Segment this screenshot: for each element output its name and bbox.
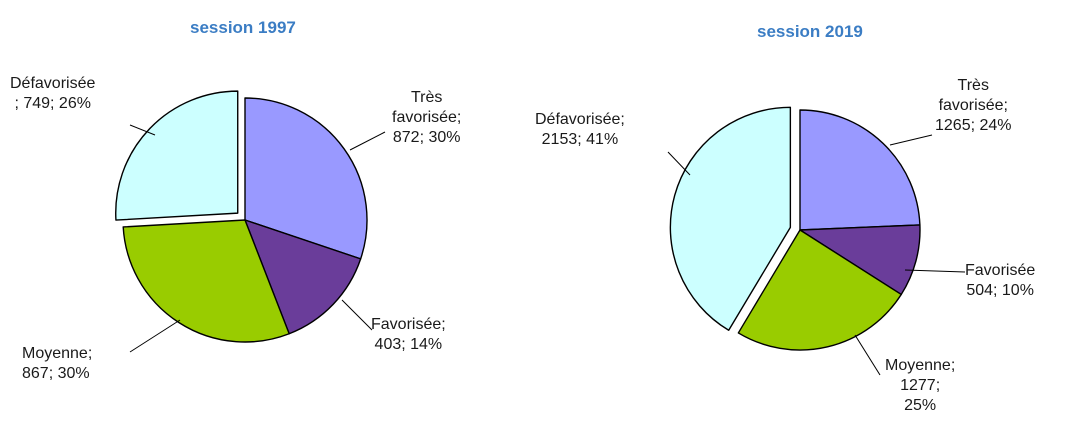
pie-slice-session-2019-defavorisee	[669, 106, 792, 331]
slice-label-1997-moyenne: Moyenne; 867; 30%	[22, 345, 93, 382]
pie-slice-session-1997-defavorisee	[115, 90, 239, 221]
slice-label-2019-favorisee: Favorisée 504; 10%	[965, 262, 1036, 299]
slice-label-1997-defavorisee: Défavorisée ; 749; 26%	[10, 75, 96, 112]
slice-label-1997-tres-favorisee: Très favorisée; 872; 30%	[392, 89, 462, 146]
slice-label-2019-defavorisee: Défavorisée; 2153; 41%	[535, 111, 625, 148]
leader-line-session-2019-defavorisee	[667, 151, 691, 176]
chart-title-2019: session 2019	[757, 22, 863, 41]
leader-line-session-1997-defavorisee	[129, 124, 156, 136]
leader-line-session-2019-moyenne	[854, 334, 881, 376]
pie-slice-session-1997-favorisee	[244, 219, 362, 335]
slice-label-2019-moyenne: Moyenne; 1277; 25%	[885, 357, 956, 414]
pie-slice-session-1997-tres-favorisee	[244, 97, 368, 260]
leader-line-session-1997-tres-favorisee	[349, 131, 386, 151]
leader-line-session-1997-favorisee	[341, 299, 373, 331]
pie-slice-session-2019-moyenne	[737, 229, 902, 351]
slice-label-1997-favorisee: Favorisée; 403; 14%	[371, 316, 446, 353]
pie-slice-session-2019-favorisee	[799, 224, 921, 296]
chart-title-1997: session 1997	[190, 18, 296, 37]
leader-line-session-2019-tres-favorisee	[889, 134, 933, 146]
leader-line-session-1997-moyenne	[129, 319, 181, 353]
pie-slice-session-2019-tres-favorisee	[799, 109, 921, 231]
pie-slice-session-1997-moyenne	[122, 219, 290, 343]
slice-label-2019-tres-favorisee: Très favorisée; 1265; 24%	[935, 77, 1012, 134]
leader-line-session-2019-favorisee	[904, 269, 966, 273]
